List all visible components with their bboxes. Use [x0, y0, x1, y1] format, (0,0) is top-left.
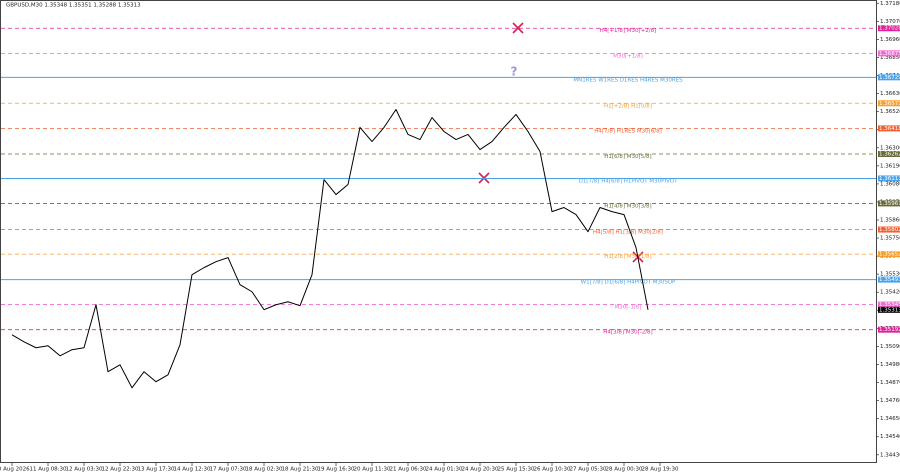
chart-title: GBPUSD,M30 1.35348 1.35351 1.35288 1.353… — [6, 3, 141, 9]
plot-frame — [0, 0, 877, 463]
y-tick-label: 1.35860 — [880, 218, 900, 224]
level-price-label: 1.36571 — [879, 101, 900, 107]
level-label: M30[-1/8] — [615, 305, 642, 311]
y-tick-label: 1.35530 — [880, 272, 900, 278]
x-tick-label: 17 Aug 07:30 — [209, 467, 247, 473]
y-tick-label: 1.36190 — [880, 163, 900, 169]
level-price-tag — [878, 151, 900, 158]
y-tick-label: 1.36850 — [880, 55, 900, 61]
level-price-tag — [878, 226, 900, 233]
x-tick-label: 24 Aug 20:30 — [461, 467, 499, 473]
level-price-tag — [878, 74, 900, 81]
level-price-label: 1.36113 — [879, 176, 900, 182]
level-price-tag — [878, 276, 900, 283]
x-tick-label: 12 Aug 03:30 — [65, 467, 103, 473]
y-tick-label: 1.34870 — [880, 380, 900, 386]
x-tick-label: 18 Aug 21:30 — [281, 467, 319, 473]
level-price-label: 1.35345 — [879, 302, 900, 308]
y-tick-label: 1.36630 — [880, 91, 900, 97]
level-label: H1[6/8] M30[5/8] — [604, 154, 651, 160]
level-price-tag — [878, 301, 900, 308]
x-tick-label: 20 Aug 11:30 — [353, 467, 391, 473]
y-tick-label: 1.36300 — [880, 145, 900, 151]
y-tick-label: 1.35090 — [880, 344, 900, 350]
level-label: H4[3/8] M30[-2/8] — [603, 330, 652, 336]
level-price-tag — [878, 200, 900, 207]
level-price-label: 1.36875 — [879, 51, 900, 57]
level-price-tag — [878, 25, 900, 32]
y-tick-label: 1.35420 — [880, 290, 900, 296]
price-line — [11, 109, 649, 389]
y-tick-label: 1.37180 — [880, 1, 900, 7]
y-tick-label: 1.34540 — [880, 434, 900, 440]
level-label: H4[7/8] H1RES M30[6/8] — [594, 128, 662, 134]
y-tick-label: 1.35750 — [880, 236, 900, 242]
x-tick-label: 21 Aug 06:30 — [389, 467, 427, 473]
level-price-label: 1.35497 — [879, 277, 900, 283]
x-tick-label: 14 Aug 12:30 — [173, 467, 211, 473]
x-tick-label: 25 Aug 15:30 — [497, 467, 535, 473]
last-price-tag — [878, 306, 900, 313]
level-price-tag — [878, 251, 900, 258]
level-label: W1[7/8] D1[6/8] H4PIVOT M30SUP — [581, 280, 676, 286]
x-tick-label: 13 Aug 17:30 — [137, 467, 175, 473]
level-label: H1[2/8] M30[1/8] — [604, 254, 651, 260]
y-tick-label: 1.34650 — [880, 416, 900, 422]
cross-mark — [512, 22, 524, 34]
level-price-label: 1.35802 — [879, 227, 900, 233]
y-tick-label: 1.36960 — [880, 37, 900, 43]
x-tick-label: 27 Aug 05:30 — [569, 467, 607, 473]
x-tick-label: 18 Aug 02:30 — [245, 467, 283, 473]
level-label: H1[4/8] M30[3/8] — [604, 203, 651, 209]
level-price-label: 1.35961 — [879, 201, 900, 207]
x-tick-label: 28 Aug 19:30 — [641, 467, 679, 473]
level-price-label: 1.36729 — [879, 75, 900, 81]
x-tick-label: 19 Aug 16:30 — [317, 467, 355, 473]
level-price-tag — [878, 100, 900, 107]
y-tick-label: 1.37070 — [880, 19, 900, 25]
level-price-tag — [878, 326, 900, 333]
y-tick-label: 1.34430 — [880, 452, 900, 458]
level-label: MN1RES W1RES D1RES H4RES M30RES — [573, 77, 683, 83]
level-label: H4[5/8] H1[3/8] M30[2/8] — [593, 230, 663, 236]
question-mark: ? — [511, 65, 518, 79]
level-price-label: 1.36262 — [879, 152, 900, 158]
y-tick-label: 1.36080 — [880, 181, 900, 187]
y-tick-label: 1.36520 — [880, 109, 900, 115]
x-tick-label: 12 Aug 22:30 — [101, 467, 139, 473]
x-tick-label: 11 Aug 08:30 — [29, 467, 67, 473]
x-tick-label: 28 Aug 00:30 — [605, 467, 643, 473]
level-price-label: 1.37028 — [879, 26, 900, 32]
level-label: M30[+1/8] — [613, 53, 643, 59]
level-price-label: 1.36418 — [879, 126, 900, 132]
level-price-label: 1.35192 — [879, 327, 900, 333]
y-tick-label: 1.34980 — [880, 362, 900, 368]
level-price-tag — [878, 50, 900, 57]
x-tick-label: 10 Aug 2026 — [0, 467, 30, 473]
level-label: D1[7/8] H4[6/8] H1PIVOT M30PIVOT — [579, 178, 679, 184]
level-label: H1[+2/8] H1[0/8] — [604, 103, 652, 109]
last-price-label: 1.35313 — [879, 307, 900, 313]
y-tick-label: 1.34760 — [880, 398, 900, 404]
level-price-tag — [878, 175, 900, 182]
signal-marks — [478, 22, 644, 263]
level-label: H4[+1/8] M30[+2/8] — [600, 28, 657, 34]
level-price-tag — [878, 125, 900, 132]
x-tick-label: 26 Aug 10:30 — [533, 467, 571, 473]
level-price-label: 1.35652 — [879, 252, 900, 258]
x-tick-label: 24 Aug 01:30 — [425, 467, 463, 473]
